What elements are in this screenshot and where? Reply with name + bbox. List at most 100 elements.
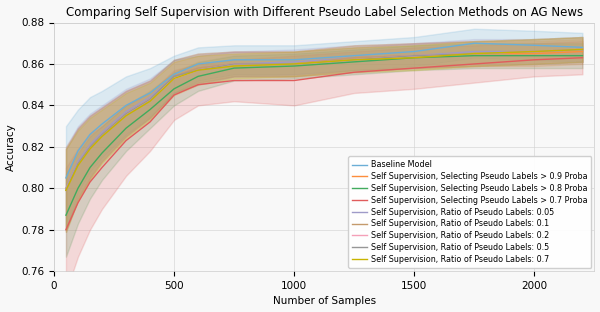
Self Supervision, Ratio of Pseudo Labels: 0.1: (2.2e+03, 0.867): 0.1: (2.2e+03, 0.867) <box>579 47 586 51</box>
Self Supervision, Selecting Pseudo Labels > 0.8 Proba <box>531 54 538 57</box>
Self Supervision, Selecting Pseudo Labels > 0.8 Proba <box>471 54 478 57</box>
Line: Self Supervision, Selecting Pseudo Labels > 0.8 Proba: Self Supervision, Selecting Pseudo Label… <box>66 56 583 215</box>
Self Supervision, Selecting Pseudo Labels > 0.7 Proba <box>74 201 82 205</box>
Self Supervision, Selecting Pseudo Labels > 0.9 Proba <box>579 50 586 53</box>
Line: Self Supervision, Ratio of Pseudo Labels: 0.7: Self Supervision, Ratio of Pseudo Labels… <box>66 49 583 190</box>
Self Supervision, Ratio of Pseudo Labels: 0.2: (2.2e+03, 0.867): 0.2: (2.2e+03, 0.867) <box>579 47 586 51</box>
Self Supervision, Selecting Pseudo Labels > 0.9 Proba <box>74 162 82 165</box>
Baseline Model <box>146 91 154 95</box>
Self Supervision, Ratio of Pseudo Labels: 0.1: (200, 0.826): 0.1: (200, 0.826) <box>98 133 106 136</box>
Self Supervision, Ratio of Pseudo Labels: 0.2: (500, 0.853): 0.2: (500, 0.853) <box>170 76 178 80</box>
Self Supervision, Ratio of Pseudo Labels: 0.5: (400, 0.843): 0.5: (400, 0.843) <box>146 97 154 101</box>
Self Supervision, Selecting Pseudo Labels > 0.7 Proba <box>531 58 538 62</box>
Self Supervision, Ratio of Pseudo Labels: 0.5: (2.2e+03, 0.867): 0.5: (2.2e+03, 0.867) <box>579 47 586 51</box>
Self Supervision, Selecting Pseudo Labels > 0.9 Proba <box>122 112 130 115</box>
Self Supervision, Ratio of Pseudo Labels: 0.05: (750, 0.86): 0.05: (750, 0.86) <box>230 62 238 66</box>
Self Supervision, Selecting Pseudo Labels > 0.7 Proba <box>86 180 94 184</box>
Self Supervision, Selecting Pseudo Labels > 0.8 Proba <box>230 66 238 70</box>
Self Supervision, Selecting Pseudo Labels > 0.7 Proba <box>230 79 238 82</box>
Self Supervision, Ratio of Pseudo Labels: 0.5: (2e+03, 0.866): 0.5: (2e+03, 0.866) <box>531 50 538 53</box>
Self Supervision, Ratio of Pseudo Labels: 0.2: (300, 0.836): 0.2: (300, 0.836) <box>122 112 130 115</box>
Self Supervision, Selecting Pseudo Labels > 0.9 Proba <box>230 62 238 66</box>
Self Supervision, Selecting Pseudo Labels > 0.9 Proba <box>86 145 94 149</box>
Self Supervision, Ratio of Pseudo Labels: 0.2: (400, 0.843): 0.2: (400, 0.843) <box>146 97 154 101</box>
Baseline Model <box>290 58 298 62</box>
Self Supervision, Ratio of Pseudo Labels: 0.2: (750, 0.86): 0.2: (750, 0.86) <box>230 62 238 66</box>
Self Supervision, Ratio of Pseudo Labels: 0.05: (200, 0.827): 0.05: (200, 0.827) <box>98 130 106 134</box>
Baseline Model <box>122 104 130 107</box>
Self Supervision, Selecting Pseudo Labels > 0.9 Proba <box>194 66 202 70</box>
Self Supervision, Ratio of Pseudo Labels: 0.7: (2.2e+03, 0.867): 0.7: (2.2e+03, 0.867) <box>579 47 586 51</box>
Self Supervision, Selecting Pseudo Labels > 0.8 Proba <box>579 54 586 57</box>
Self Supervision, Selecting Pseudo Labels > 0.9 Proba <box>410 54 418 57</box>
Self Supervision, Selecting Pseudo Labels > 0.8 Proba <box>194 75 202 78</box>
Self Supervision, Ratio of Pseudo Labels: 0.2: (150, 0.82): 0.2: (150, 0.82) <box>86 145 94 149</box>
Self Supervision, Selecting Pseudo Labels > 0.9 Proba <box>290 62 298 66</box>
Self Supervision, Ratio of Pseudo Labels: 0.5: (500, 0.854): 0.5: (500, 0.854) <box>170 75 178 78</box>
Self Supervision, Ratio of Pseudo Labels: 0.7: (2e+03, 0.866): 0.7: (2e+03, 0.866) <box>531 50 538 53</box>
Line: Baseline Model: Baseline Model <box>66 43 583 178</box>
Self Supervision, Selecting Pseudo Labels > 0.7 Proba <box>170 93 178 97</box>
Self Supervision, Ratio of Pseudo Labels: 0.05: (1.25e+03, 0.863): 0.05: (1.25e+03, 0.863) <box>350 56 358 60</box>
Self Supervision, Selecting Pseudo Labels > 0.7 Proba <box>579 56 586 60</box>
Self Supervision, Selecting Pseudo Labels > 0.9 Proba <box>62 186 70 190</box>
Self Supervision, Ratio of Pseudo Labels: 0.1: (1.5e+03, 0.864): 0.1: (1.5e+03, 0.864) <box>410 54 418 57</box>
Self Supervision, Ratio of Pseudo Labels: 0.05: (50, 0.8): 0.05: (50, 0.8) <box>62 186 70 190</box>
Self Supervision, Ratio of Pseudo Labels: 0.7: (50, 0.799): 0.7: (50, 0.799) <box>62 188 70 192</box>
Self Supervision, Ratio of Pseudo Labels: 0.7: (600, 0.857): 0.7: (600, 0.857) <box>194 68 202 72</box>
Self Supervision, Ratio of Pseudo Labels: 0.05: (1e+03, 0.861): 0.05: (1e+03, 0.861) <box>290 60 298 64</box>
Baseline Model <box>531 43 538 47</box>
Self Supervision, Ratio of Pseudo Labels: 0.1: (500, 0.854): 0.1: (500, 0.854) <box>170 75 178 78</box>
Self Supervision, Ratio of Pseudo Labels: 0.05: (400, 0.844): 0.05: (400, 0.844) <box>146 95 154 99</box>
Line: Self Supervision, Ratio of Pseudo Labels: 0.05: Self Supervision, Ratio of Pseudo Labels… <box>66 49 583 188</box>
Self Supervision, Ratio of Pseudo Labels: 0.5: (750, 0.86): 0.5: (750, 0.86) <box>230 62 238 66</box>
Self Supervision, Selecting Pseudo Labels > 0.8 Proba <box>122 126 130 130</box>
Self Supervision, Ratio of Pseudo Labels: 0.7: (1.75e+03, 0.865): 0.7: (1.75e+03, 0.865) <box>471 52 478 56</box>
Baseline Model <box>579 46 586 49</box>
Self Supervision, Ratio of Pseudo Labels: 0.1: (100, 0.812): 0.1: (100, 0.812) <box>74 162 82 165</box>
Self Supervision, Selecting Pseudo Labels > 0.8 Proba <box>350 60 358 64</box>
Line: Self Supervision, Ratio of Pseudo Labels: 0.2: Self Supervision, Ratio of Pseudo Labels… <box>66 49 583 190</box>
Y-axis label: Accuracy: Accuracy <box>5 123 16 171</box>
Self Supervision, Ratio of Pseudo Labels: 0.2: (200, 0.826): 0.2: (200, 0.826) <box>98 133 106 136</box>
Self Supervision, Ratio of Pseudo Labels: 0.5: (600, 0.857): 0.5: (600, 0.857) <box>194 68 202 72</box>
Self Supervision, Selecting Pseudo Labels > 0.9 Proba <box>531 52 538 56</box>
Baseline Model <box>471 41 478 45</box>
Baseline Model <box>86 133 94 136</box>
Self Supervision, Ratio of Pseudo Labels: 0.1: (1.75e+03, 0.865): 0.1: (1.75e+03, 0.865) <box>471 52 478 56</box>
Baseline Model <box>62 176 70 180</box>
Self Supervision, Selecting Pseudo Labels > 0.7 Proba <box>146 120 154 124</box>
Self Supervision, Ratio of Pseudo Labels: 0.5: (1.75e+03, 0.865): 0.5: (1.75e+03, 0.865) <box>471 52 478 56</box>
Self Supervision, Ratio of Pseudo Labels: 0.2: (2e+03, 0.866): 0.2: (2e+03, 0.866) <box>531 50 538 53</box>
Self Supervision, Ratio of Pseudo Labels: 0.2: (1.5e+03, 0.864): 0.2: (1.5e+03, 0.864) <box>410 54 418 57</box>
Self Supervision, Selecting Pseudo Labels > 0.9 Proba <box>146 97 154 101</box>
Self Supervision, Ratio of Pseudo Labels: 0.1: (400, 0.843): 0.1: (400, 0.843) <box>146 97 154 101</box>
Self Supervision, Ratio of Pseudo Labels: 0.7: (100, 0.811): 0.7: (100, 0.811) <box>74 163 82 167</box>
Self Supervision, Selecting Pseudo Labels > 0.7 Proba <box>62 228 70 232</box>
X-axis label: Number of Samples: Number of Samples <box>272 296 376 306</box>
Self Supervision, Ratio of Pseudo Labels: 0.05: (1.5e+03, 0.864): 0.05: (1.5e+03, 0.864) <box>410 54 418 57</box>
Self Supervision, Selecting Pseudo Labels > 0.8 Proba <box>74 186 82 190</box>
Self Supervision, Ratio of Pseudo Labels: 0.2: (600, 0.857): 0.2: (600, 0.857) <box>194 68 202 72</box>
Self Supervision, Ratio of Pseudo Labels: 0.5: (50, 0.799): 0.5: (50, 0.799) <box>62 188 70 192</box>
Self Supervision, Ratio of Pseudo Labels: 0.5: (200, 0.826): 0.5: (200, 0.826) <box>98 133 106 136</box>
Self Supervision, Selecting Pseudo Labels > 0.9 Proba <box>98 133 106 136</box>
Self Supervision, Ratio of Pseudo Labels: 0.1: (750, 0.86): 0.1: (750, 0.86) <box>230 62 238 66</box>
Title: Comparing Self Supervision with Different Pseudo Label Selection Methods on AG N: Comparing Self Supervision with Differen… <box>65 6 583 18</box>
Self Supervision, Ratio of Pseudo Labels: 0.05: (100, 0.813): 0.05: (100, 0.813) <box>74 159 82 163</box>
Self Supervision, Selecting Pseudo Labels > 0.8 Proba <box>146 108 154 111</box>
Self Supervision, Selecting Pseudo Labels > 0.7 Proba <box>98 166 106 169</box>
Self Supervision, Ratio of Pseudo Labels: 0.1: (300, 0.836): 0.1: (300, 0.836) <box>122 112 130 115</box>
Line: Self Supervision, Ratio of Pseudo Labels: 0.5: Self Supervision, Ratio of Pseudo Labels… <box>66 49 583 190</box>
Self Supervision, Ratio of Pseudo Labels: 0.7: (400, 0.842): 0.7: (400, 0.842) <box>146 100 154 103</box>
Self Supervision, Ratio of Pseudo Labels: 0.5: (1.5e+03, 0.864): 0.5: (1.5e+03, 0.864) <box>410 54 418 57</box>
Self Supervision, Selecting Pseudo Labels > 0.8 Proba <box>86 166 94 169</box>
Line: Self Supervision, Selecting Pseudo Labels > 0.9 Proba: Self Supervision, Selecting Pseudo Label… <box>66 51 583 188</box>
Self Supervision, Ratio of Pseudo Labels: 0.7: (1.5e+03, 0.863): 0.7: (1.5e+03, 0.863) <box>410 56 418 60</box>
Self Supervision, Selecting Pseudo Labels > 0.8 Proba <box>410 56 418 60</box>
Self Supervision, Selecting Pseudo Labels > 0.7 Proba <box>194 83 202 86</box>
Self Supervision, Ratio of Pseudo Labels: 0.05: (150, 0.821): 0.05: (150, 0.821) <box>86 143 94 147</box>
Self Supervision, Ratio of Pseudo Labels: 0.05: (600, 0.858): 0.05: (600, 0.858) <box>194 66 202 70</box>
Self Supervision, Ratio of Pseudo Labels: 0.2: (50, 0.799): 0.2: (50, 0.799) <box>62 188 70 192</box>
Self Supervision, Selecting Pseudo Labels > 0.7 Proba <box>290 79 298 82</box>
